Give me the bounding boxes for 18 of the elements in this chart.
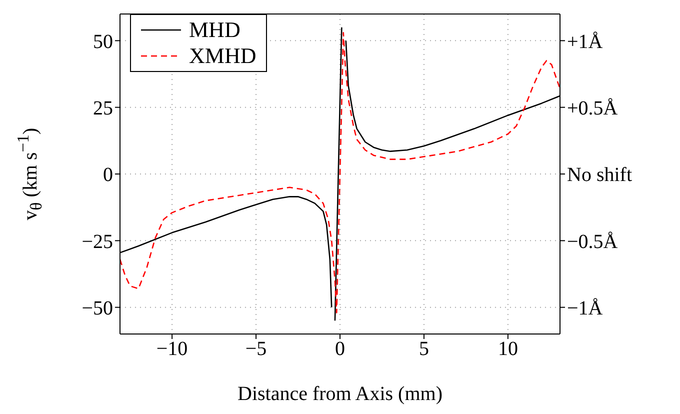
y2-tick-label: −0.5Å (567, 230, 618, 253)
y-tick-label: −25 (82, 230, 113, 253)
x-axis-title: Distance from Axis (mm) (238, 383, 442, 405)
x-tick-label: −5 (245, 338, 267, 360)
x-tick-label: 10 (498, 338, 518, 360)
y2-tick-label: −1Å (567, 297, 604, 320)
y-tick-label: 50 (93, 30, 113, 53)
x-tick-label: 5 (418, 338, 429, 360)
y-tick-label: 25 (93, 97, 113, 120)
y-tick-label: 0 (103, 164, 113, 186)
y2-tick-label: No shift (567, 164, 632, 186)
legend-label: XMHD (189, 43, 256, 69)
y2-tick-label: +0.5Å (567, 97, 618, 120)
y2-tick-label: +1Å (567, 30, 604, 53)
x-tick-label: 0 (335, 338, 345, 360)
x-tick-label: −10 (156, 338, 188, 360)
y-tick-label: −50 (82, 297, 113, 320)
legend-label: MHD (189, 17, 240, 43)
